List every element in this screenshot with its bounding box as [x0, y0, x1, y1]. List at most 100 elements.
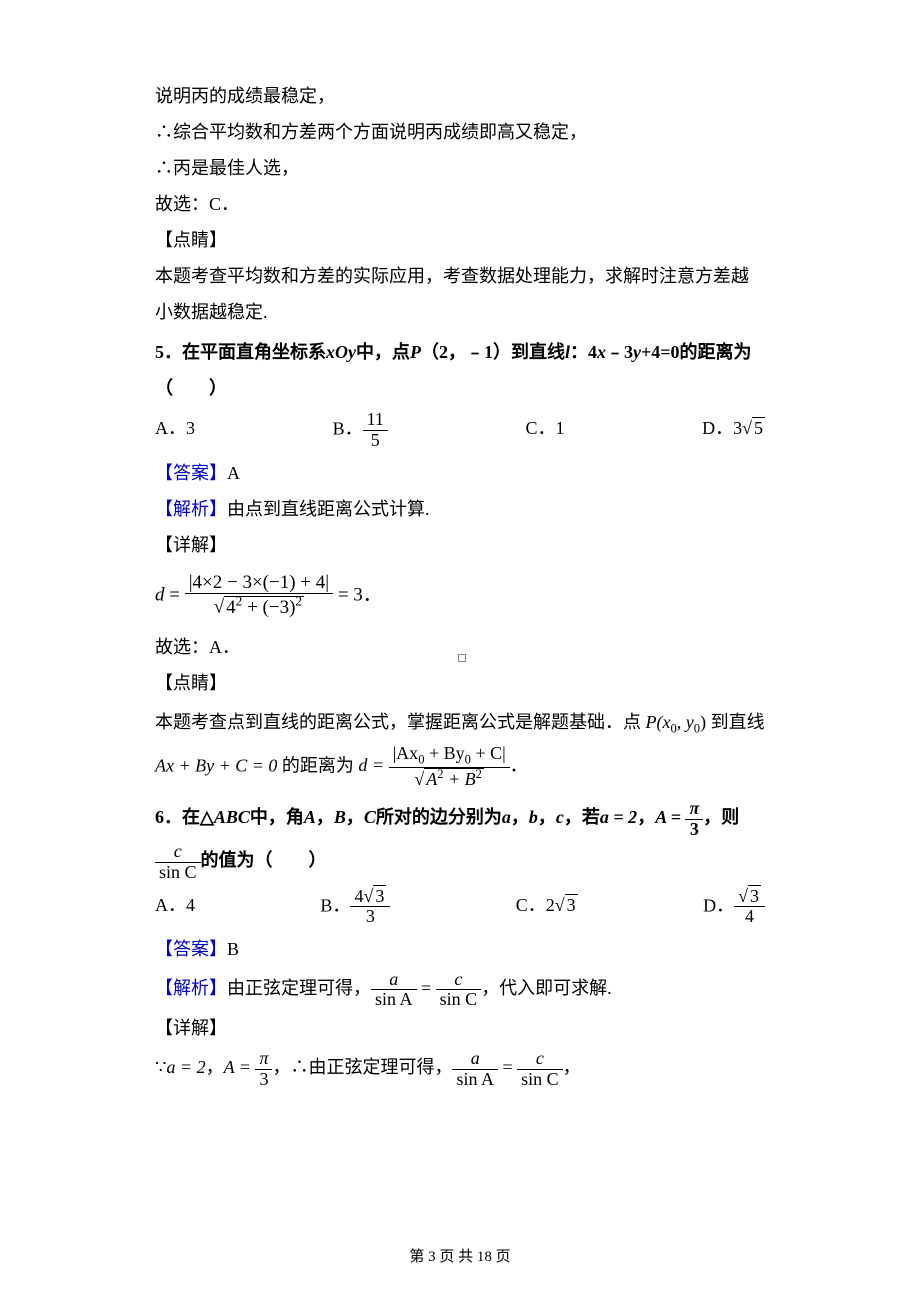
q6-law-sina2: sin A — [452, 1069, 498, 1090]
q5-choice-b: B．115 — [333, 410, 388, 451]
q5-stem-f: ﹣3 — [606, 342, 633, 362]
q6-ana-a: 由正弦定理可得， — [227, 978, 371, 998]
q6-ans-val: B — [227, 939, 239, 959]
q6-s-i: ， — [637, 807, 655, 827]
q5-answer: 【答案】A — [155, 455, 765, 491]
margin-marker-icon — [458, 654, 466, 662]
page: 说明丙的成绩最稳定， ∴综合平均数和方差两个方面说明丙成绩即高又稳定， ∴丙是最… — [0, 0, 920, 1302]
q5-detail-label: 【详解】 — [155, 527, 765, 563]
q6-ana-label: 【解析】 — [155, 978, 227, 998]
intro-line-3: ∴丙是最佳人选， — [155, 150, 765, 186]
q6-choice-b: B．4√33 — [320, 887, 390, 928]
q5-P: P — [410, 342, 421, 362]
q6-c-coef: 2 — [546, 895, 555, 915]
q6-c-pref: C． — [516, 895, 546, 915]
q6-A: A — [304, 807, 316, 827]
q5-b-num: 11 — [363, 410, 388, 430]
q6-law-a2: a — [452, 1049, 498, 1069]
q5-f-lhs: d — [155, 584, 165, 605]
q5-d-rad: 5 — [752, 417, 765, 438]
q6-b-den: 3 — [350, 906, 390, 927]
q6-Aeq: A = — [655, 807, 685, 827]
q6-s-e: 所对的边分别为 — [376, 807, 502, 827]
q6-C: C — [364, 807, 376, 827]
q5-xoy: xOy — [326, 342, 356, 362]
q5-b-den: 5 — [363, 430, 388, 451]
q6-s-f: ， — [511, 807, 529, 827]
q6-s-g: ， — [538, 807, 556, 827]
q6-s-d: ， — [346, 807, 364, 827]
q5-pt-line: Ax + By + C = 0 — [155, 755, 277, 775]
q5-point-text: 本题考查点到直线的距离公式，掌握距离公式是解题基础．点 P(x0, y0) 到直… — [155, 701, 765, 790]
q6-s-c: ， — [316, 807, 334, 827]
q6-law-c2: c — [517, 1049, 563, 1069]
q6-b-coef: 4 — [354, 886, 363, 906]
q6-c3: ， — [563, 1057, 581, 1077]
intro-line-5: 本题考查平均数和方差的实际应用，考查数据处理能力，求解时注意方差越小数据越稳定. — [155, 258, 765, 330]
q5-formula: d = |4×2 − 3×(−1) + 4|√42 + (−3)2 = 3． — [155, 573, 765, 619]
q6-s-h: ，若 — [564, 807, 600, 827]
q5-b-pref: B． — [333, 418, 363, 438]
q5-x: x — [597, 342, 606, 362]
q6-law-a: a — [371, 970, 417, 990]
q6-s-j: ，则 — [703, 807, 739, 827]
q6-aval: a = 2 — [600, 807, 637, 827]
intro-line-4: 故选：C． — [155, 186, 765, 222]
page-footer: 第 3 页 共 18 页 — [0, 1242, 920, 1272]
q6-cl: c — [556, 807, 564, 827]
q5-pt-num2: + By — [424, 743, 464, 763]
q6-frac-c: c — [155, 842, 201, 862]
q5-f-eq1: = — [165, 584, 185, 605]
q6-tri: △△ABCABC — [200, 807, 250, 827]
q5-analysis-label: 【解析】 — [155, 499, 227, 519]
q5-choice-d: D．3√5 — [702, 410, 765, 451]
q5-y: y — [633, 342, 641, 362]
q6-law-sinc: sin C — [436, 989, 482, 1010]
q5-f-period: ． — [363, 584, 382, 605]
q6-al: a — [502, 807, 511, 827]
q5-ans-val: A — [227, 463, 240, 483]
q5-pt-c: 的距离为 — [277, 755, 358, 775]
q5-analysis: 【解析】由点到直线距离公式计算. — [155, 491, 765, 527]
q6-ga: a = 2 — [166, 1057, 205, 1077]
q6-c-rad: 3 — [565, 894, 578, 915]
q6-32: 3 — [255, 1069, 272, 1090]
q6-choice-a: A．4 — [155, 887, 195, 928]
q5-d-pref: D． — [702, 418, 733, 438]
q6-since: ∵ — [155, 1057, 166, 1077]
q6-d-den: 4 — [734, 906, 765, 927]
q5-pt-a: 本题考查点到直线的距离公式，掌握距离公式是解题基础．点 — [155, 712, 646, 732]
q6-law-sinc2: sin C — [517, 1069, 563, 1090]
q5-f-den-mid: + (−3) — [242, 597, 295, 618]
intro-line-2: ∴综合平均数和方差两个方面说明丙成绩即高又稳定， — [155, 114, 765, 150]
q5-choice-c: C．1 — [526, 410, 565, 451]
q5-stem-d: ：4 — [570, 342, 597, 362]
q6-answer: 【答案】B — [155, 931, 765, 967]
q5-f-den: √42 + (−3)2 — [185, 593, 333, 618]
q6-s-k: 的值为（ ） — [201, 850, 327, 870]
q6-therefore: ∴由正弦定理可得， — [290, 1057, 452, 1077]
q5-choices: A．3 B．115 C．1 D．3√5 — [155, 410, 765, 451]
intro-point-label: 【点睛】 — [155, 222, 765, 258]
q5-pt-end: ． — [510, 755, 528, 775]
q5-stem-a: 5．在平面直角坐标系 — [155, 342, 326, 362]
q6-3: 3 — [685, 819, 703, 840]
q5-f-den-s2: 2 — [295, 593, 302, 608]
q6-analysis: 【解析】由正弦定理可得，asin A = csin C，代入即可求解. — [155, 967, 765, 1010]
q6-ana-b: ，代入即可求解. — [481, 978, 612, 998]
q6-d-pref: D． — [703, 895, 734, 915]
q6-frac-sinc: sin C — [155, 862, 201, 883]
q5-choice-a: A．3 — [155, 410, 195, 451]
q6-b-rad: 3 — [373, 885, 386, 906]
q5-pt-num1: |Ax — [393, 743, 419, 763]
q6-detail-label: 【详解】 — [155, 1010, 765, 1046]
q6-d-rad: 3 — [748, 885, 761, 906]
q6-s-b: 中，角 — [250, 807, 304, 827]
q6-bl: b — [529, 807, 538, 827]
q5-pt-p2: , y — [677, 712, 694, 732]
q5-pt-num3: + C| — [471, 743, 506, 763]
q6-law-c: c — [436, 970, 482, 990]
q5-pt-denB: + B — [444, 769, 476, 789]
q5-ans-label: 【答案】 — [155, 463, 227, 483]
q5-f-num: |4×2 − 3×(−1) + 4| — [185, 573, 333, 594]
